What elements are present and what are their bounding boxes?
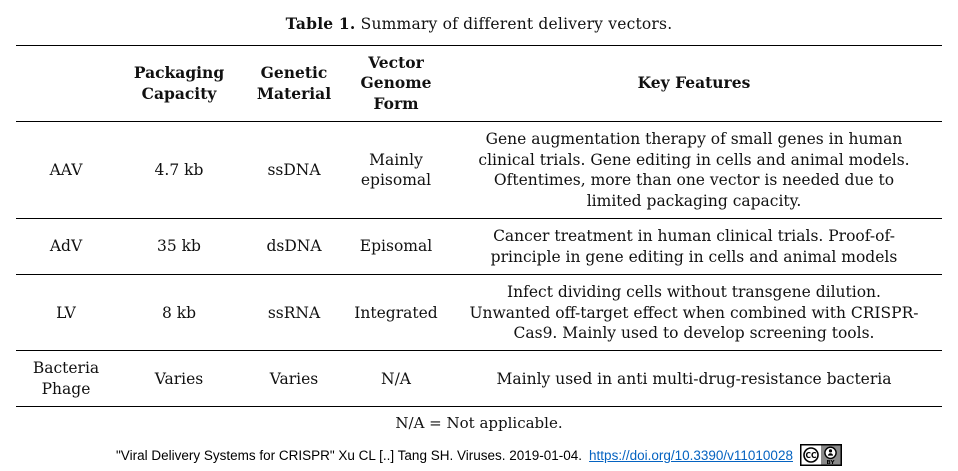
delivery-vectors-table: Packaging Capacity Genetic Material Vect…: [16, 45, 942, 408]
cc-by-icon[interactable]: CC BY: [799, 444, 842, 467]
table-row: Bacteria Phage Varies Varies N/A Mainly …: [16, 351, 942, 407]
cell-packaging-capacity: 4.7 kb: [154, 161, 204, 180]
header-row: Packaging Capacity Genetic Material Vect…: [16, 46, 942, 122]
cell-vector-genome-form: N/A: [381, 369, 411, 388]
cell-vector-genome-form: Episomal: [359, 237, 433, 256]
col-header-packaging-capacity: Packaging Capacity: [133, 63, 225, 103]
cell-vector-name: AAV: [49, 161, 83, 180]
cell-genetic-material: ssDNA: [267, 161, 321, 180]
cell-key-features: Cancer treatment in human clinical trial…: [490, 227, 898, 266]
cell-genetic-material: dsDNA: [266, 237, 322, 256]
cell-genetic-material: Varies: [269, 369, 319, 388]
table-row: LV 8 kb ssRNA Integrated Infect dividing…: [16, 275, 942, 351]
svg-text:BY: BY: [826, 461, 835, 467]
cell-genetic-material: ssRNA: [267, 303, 321, 322]
cell-vector-name: Bacteria Phage: [32, 359, 100, 398]
cell-packaging-capacity: 35 kb: [157, 237, 201, 256]
col-header-genetic-material: Genetic Material: [256, 63, 332, 103]
citation-line: "Viral Delivery Systems for CRISPR" Xu C…: [16, 444, 942, 467]
cell-vector-name: LV: [56, 303, 76, 322]
col-header-vector-genome-form: Vector Genome Form: [360, 53, 432, 113]
table-caption-label: Table 1.: [285, 14, 356, 33]
cell-key-features: Infect dividing cells without transgene …: [469, 283, 919, 342]
table-caption-text: Summary of different delivery vectors.: [360, 15, 673, 33]
col-header-key-features: Key Features: [637, 73, 751, 93]
doi-link[interactable]: https://doi.org/10.3390/v11010028: [589, 447, 793, 463]
svg-text:CC: CC: [805, 451, 817, 460]
cell-key-features: Gene augmentation therapy of small genes…: [478, 130, 910, 210]
table-caption: Table 1. Summary of different delivery v…: [16, 14, 942, 33]
cell-vector-genome-form: Mainly episomal: [360, 150, 432, 190]
table-row: AAV 4.7 kb ssDNA Mainly episomal Gene au…: [16, 122, 942, 219]
cell-packaging-capacity: 8 kb: [161, 303, 197, 322]
citation-text: "Viral Delivery Systems for CRISPR" Xu C…: [116, 447, 583, 463]
col-header-vector: [16, 46, 116, 122]
table-row: AdV 35 kb dsDNA Episomal Cancer treatmen…: [16, 219, 942, 275]
cell-vector-name: AdV: [49, 237, 83, 256]
cell-key-features: Mainly used in anti multi-drug-resistanc…: [496, 369, 892, 388]
cell-vector-genome-form: Integrated: [354, 303, 438, 322]
cell-packaging-capacity: Varies: [154, 369, 204, 388]
table-footnote: N/A = Not applicable.: [395, 414, 563, 433]
